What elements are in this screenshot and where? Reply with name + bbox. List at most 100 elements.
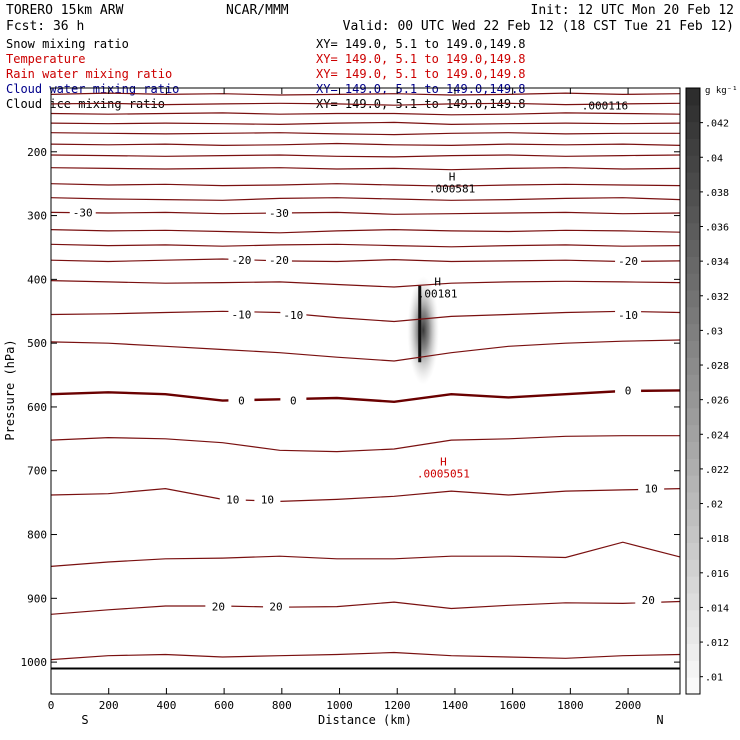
y-tick-label: 200: [27, 146, 47, 159]
isotherm-label: 10: [226, 493, 239, 506]
colorbar-tick-label: .036: [705, 223, 729, 234]
isotherm-label-bg: [635, 594, 662, 607]
max-marker: H: [449, 170, 456, 183]
colorbar-tick-label: .042: [705, 119, 729, 130]
isotherm-label: 0: [290, 395, 297, 408]
field-list: Snow mixing ratio XY= 149.0, 5.1 to 149.0…: [6, 37, 526, 111]
max-value: .000116: [582, 100, 628, 113]
colorbar-segment: [686, 121, 700, 139]
isotherm-label-bg: [205, 600, 232, 613]
forecast-hour: Fcst: 36 h: [6, 19, 84, 34]
center-title: NCAR/MMM: [226, 3, 289, 18]
isotherm-label-bg: [69, 206, 96, 219]
isotherm-label: -30: [269, 207, 289, 220]
colorbar-segment: [686, 357, 700, 375]
colorbar-segment: [686, 239, 700, 257]
isotherm-label-bg: [228, 394, 255, 407]
colorbar-tick-label: .038: [705, 188, 729, 199]
valid-time: Valid: 00 UTC Wed 22 Feb 12 (18 CST Tue …: [343, 19, 734, 34]
colorbar-tick-label: .022: [705, 465, 729, 476]
y-tick-label: 400: [27, 273, 47, 286]
colorbar-segment: [686, 660, 700, 678]
colorbar-segment: [686, 508, 700, 527]
field-xy: XY= 149.0, 5.1 to 149.0,149.8: [316, 82, 526, 96]
colorbar-segment: [686, 542, 700, 560]
colorbar-segment: [686, 273, 700, 291]
isotherm-label-bg: [638, 482, 665, 495]
isotherm-line: [50, 132, 680, 136]
colorbar-tick-label: .026: [705, 396, 729, 407]
y-tick-label: 600: [27, 401, 47, 414]
y-tick-label: 700: [27, 465, 47, 478]
colorbar-segment: [686, 458, 700, 476]
max-value: .000581: [429, 182, 475, 195]
colorbar-tick-label: .04: [705, 153, 723, 164]
colorbar-segment: [686, 677, 700, 695]
isotherm-line: [50, 112, 681, 116]
isotherm-label-bg: [228, 254, 255, 267]
colorbar-frame: [685, 87, 701, 695]
isotherm-label: -10: [618, 309, 638, 322]
colorbar: .01 .012 .014 .016 .018 .02 .022 .024 .026 .028 .0…: [685, 86, 738, 695]
isotherm-line: [50, 243, 681, 248]
plot-area: -30 -30 -20 -20 -20 -10 -10 -10 0 0 0 10 10 10 20 20 20 H…: [50, 92, 681, 670]
isotherm-line: [50, 389, 681, 404]
model-title: TORERO 15km ARW: [6, 3, 124, 18]
isotherm-line: [50, 142, 681, 147]
isotherm-line: [50, 211, 681, 215]
isotherm-label: 20: [642, 594, 655, 607]
colorbar-segment: [686, 138, 700, 156]
isotherm-line: [50, 280, 681, 288]
colorbar-segment: [686, 222, 700, 240]
y-tick-label: 800: [27, 529, 47, 542]
colorbar-tick-label: .034: [705, 257, 729, 268]
field-name: Cloud water mixing ratio: [6, 82, 179, 96]
isotherm-label-bg: [263, 600, 290, 613]
isotherm-label: -20: [618, 255, 638, 268]
isotherm-label: -20: [231, 254, 251, 267]
colorbar-segment: [686, 205, 700, 224]
y-tick-label: 500: [27, 337, 47, 350]
colorbar-tick-label: .032: [705, 292, 729, 303]
colorbar-tick-label: .028: [705, 361, 729, 372]
isotherm-line: [50, 92, 681, 96]
isotherm-line: [50, 339, 681, 362]
colorbar-tick-label: .01: [705, 673, 723, 684]
isotherm-label: 0: [238, 395, 245, 408]
colorbar-tick-label: .03: [705, 326, 723, 337]
isotherm-label-bg: [265, 207, 292, 220]
colorbar-segment: [686, 256, 700, 274]
isotherm-label: -20: [269, 254, 289, 267]
colorbar-segment: [686, 407, 700, 426]
isotherm-line: [50, 435, 680, 453]
colorbar-segment: [686, 88, 700, 106]
x-tick-label: 1600: [499, 699, 526, 712]
isotherm-label: 10: [645, 483, 658, 496]
colorbar-segment: [686, 374, 700, 392]
isotherm-label: 0: [625, 384, 632, 397]
colorbar-tick-label: .02: [705, 500, 723, 511]
isotherm-line: [50, 600, 681, 615]
max-marker: H: [434, 276, 441, 289]
isotherm-label-bg: [228, 308, 255, 321]
colorbar-segment: [686, 475, 700, 493]
colorbar-segment: [686, 593, 700, 611]
isotherm-label-bg: [265, 254, 292, 267]
x-tick-label: 1400: [442, 699, 469, 712]
y-tick-label: 900: [27, 592, 47, 605]
plot-frame: [50, 87, 681, 695]
colorbar-segment: [686, 323, 700, 341]
y-tick-label: 1000: [21, 656, 48, 669]
max-marker: H: [440, 456, 447, 469]
colorbar-segment: [686, 626, 700, 644]
colorbar-segment: [686, 643, 700, 661]
isotherm-line: [50, 541, 681, 567]
isotherm-label: -30: [73, 206, 93, 219]
x-axis-label: Distance (km): [318, 713, 412, 727]
isotherm-line: [50, 258, 681, 263]
isotherm-line: [50, 102, 681, 106]
field-xy: XY= 149.0, 5.1 to 149.0,149.8: [316, 37, 526, 51]
colorbar-segment: [686, 576, 700, 594]
field-name: Rain water mixing ratio: [6, 67, 172, 81]
